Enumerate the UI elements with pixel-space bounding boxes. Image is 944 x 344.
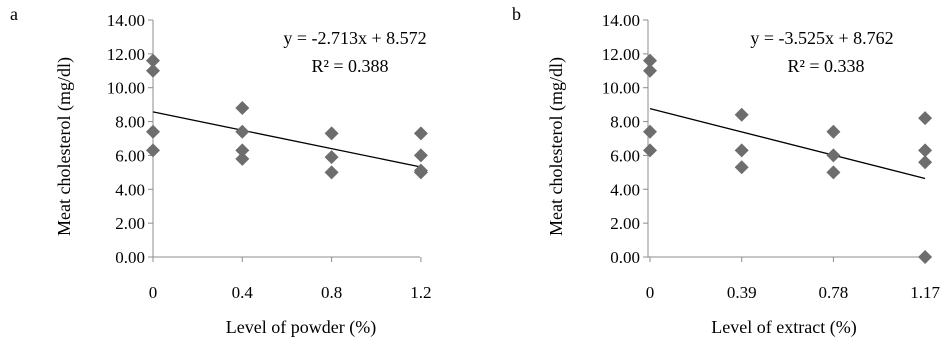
y-tick-label: 0.00 (610, 248, 640, 267)
data-point (643, 143, 657, 158)
y-tick-label: 4.00 (115, 180, 145, 199)
data-point (734, 143, 749, 158)
data-point (826, 165, 841, 180)
y-tick-label: 10.00 (602, 79, 640, 98)
data-point (324, 150, 339, 165)
data-point (146, 124, 160, 139)
data-point (235, 101, 250, 116)
y-tick-label: 14.00 (107, 11, 145, 30)
data-point (146, 63, 160, 78)
y-axis-title: Meat cholesterol (mg/dl) (54, 57, 75, 236)
y-tick-label: 12.00 (107, 45, 145, 64)
x-tick-label: 1.2 (410, 283, 431, 302)
y-tick-label: 10.00 (107, 79, 145, 98)
x-tick-label: 0.39 (727, 283, 757, 302)
trendline-equation: y = -3.525x + 8.762 (750, 28, 893, 48)
x-tick-label: 1.17 (910, 283, 940, 302)
r-squared-label: R² = 0.338 (787, 56, 864, 76)
data-point (146, 53, 160, 68)
data-point (235, 151, 250, 166)
x-tick-label: 0 (149, 283, 158, 302)
data-point (826, 124, 841, 139)
data-point (826, 148, 841, 163)
chart-panel-a: a 0.00 2.00 4.00 6.00 8.00 10.00 12.00 14.00 0 0.4… (10, 4, 432, 338)
y-tick-label: 6.00 (610, 146, 640, 165)
data-point (324, 165, 339, 180)
data-point (734, 160, 749, 175)
y-tick-label: 14.00 (602, 11, 640, 30)
data-point (235, 124, 250, 139)
y-tick-label: 0.00 (115, 248, 145, 267)
data-point (918, 111, 933, 126)
x-axis-title: Level of extract (%) (711, 317, 856, 338)
y-tick-label: 4.00 (610, 180, 640, 199)
data-point (413, 126, 428, 141)
x-tick-label: 0.4 (232, 283, 254, 302)
data-point (643, 53, 657, 68)
data-point (146, 143, 160, 158)
trendline (649, 108, 926, 180)
panel-letter: a (10, 4, 18, 24)
data-point (235, 143, 250, 158)
trendline (152, 111, 422, 168)
y-tick-label: 8.00 (610, 113, 640, 132)
y-tick-label: 2.00 (115, 214, 145, 233)
data-point (324, 126, 339, 141)
y-tick-label: 6.00 (115, 146, 145, 165)
data-point (413, 148, 428, 163)
x-tick-label: 0.8 (321, 283, 342, 302)
y-axis-title: Meat cholesterol (mg/dl) (546, 57, 567, 236)
data-point (643, 124, 657, 139)
x-tick-label: 0.78 (819, 283, 849, 302)
data-point (413, 165, 428, 180)
x-tick-label: 0 (646, 283, 655, 302)
y-tick-label: 8.00 (115, 113, 145, 132)
data-point (643, 63, 657, 78)
trendline-equation: y = -2.713x + 8.572 (283, 28, 426, 48)
y-tick-label: 2.00 (610, 214, 640, 233)
data-point (918, 250, 933, 264)
data-point (734, 107, 749, 122)
panel-letter: b (512, 4, 521, 24)
x-axis-title: Level of powder (%) (226, 317, 376, 338)
data-point (918, 155, 933, 170)
chart-panel-b: b 0.00 2.00 4.00 6.00 8.00 10.00 12.00 14.00 0 0.3… (512, 4, 940, 338)
r-squared-label: R² = 0.388 (311, 56, 388, 76)
y-tick-label: 12.00 (602, 45, 640, 64)
data-point (918, 143, 933, 158)
